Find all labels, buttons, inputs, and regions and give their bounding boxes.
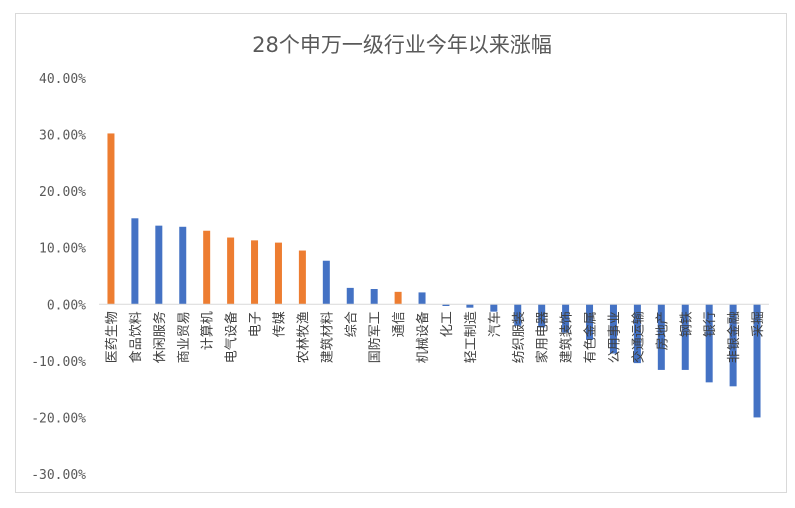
x-category-label: 计算机 [201,311,216,350]
bar [586,304,594,340]
bar [753,304,761,418]
bar [155,225,163,305]
bar [298,250,306,305]
bar [394,291,402,305]
bar [562,304,570,333]
x-axis-labels: 医药生物 食品饮料 休闲服务 商业贸易 计算机 电气设备 电子 传媒 农林牧渔 建筑材料 综合 国防军… [105,311,766,363]
x-category-label: 纺织服装 [512,311,527,363]
bar [107,133,115,305]
x-category-label: 化工 [440,311,455,337]
x-category-label: 汽车 [487,311,503,337]
bar [705,304,713,383]
x-category-label: 电子 [249,311,264,337]
x-category-label: 钢铁 [679,311,694,337]
bar [681,304,689,370]
x-category-label: 非银金融 [726,311,742,363]
x-category-label: 休闲服务 [152,311,168,363]
bar [131,218,139,305]
y-axis-ticks: 40.00% 30.00% 20.00% 10.00% 0.00% -10.00% -20.… [31,72,86,483]
x-category-label: 房地产 [654,311,670,350]
bar [466,304,474,308]
bars [107,133,761,418]
bar-chart: 28个申万一级行业今年以来涨幅 40.00% 30.00% 20.00% 10.00%… [31,33,769,483]
chart-frame: 28个申万一级行业今年以来涨幅 40.00% 30.00% 20.00% 10.00%… [15,13,787,493]
x-category-label: 通信 [392,311,407,337]
bar [633,304,641,364]
y-tick-label: -10.00% [31,355,86,370]
bar [657,304,665,370]
bar [538,304,546,328]
y-tick-label: -20.00% [31,411,86,426]
x-category-label: 交通运输 [630,311,646,363]
y-tick-label: 40.00% [39,72,86,87]
x-category-label: 商业贸易 [177,311,192,363]
y-tick-label: -30.00% [31,468,86,483]
x-category-label: 综合 [344,311,359,337]
x-category-label: 农林牧渔 [296,311,311,363]
bar [251,240,259,305]
bar [729,304,737,387]
x-category-label: 银行 [703,311,718,337]
y-tick-label: 20.00% [39,185,86,200]
bar [179,226,187,305]
bar [274,242,282,305]
x-category-label: 电气设备 [224,311,240,363]
y-tick-label: 10.00% [39,242,86,257]
x-category-label: 食品饮料 [128,311,144,363]
chart-title: 28个申万一级行业今年以来涨幅 [252,33,552,57]
x-category-label: 机械设备 [415,311,431,363]
x-category-label: 医药生物 [105,311,120,363]
x-category-label: 公用事业 [607,311,622,363]
bar [203,230,211,305]
x-category-label: 国防军工 [367,311,383,363]
bar [322,260,330,305]
bar [490,304,498,312]
bar [346,287,354,305]
x-category-label: 有色金属 [583,311,599,363]
x-category-label: 轻工制造 [464,311,479,363]
x-category-label: 建筑装饰 [559,311,575,363]
x-category-label: 采掘 [751,311,766,337]
bar [418,292,426,305]
bar [442,304,450,306]
bar [227,237,235,305]
x-category-label: 传媒 [272,311,287,337]
bar [514,304,522,326]
y-tick-label: 30.00% [39,129,86,144]
bar [370,289,378,305]
bar [609,304,617,354]
x-category-label: 家用电器 [535,311,551,363]
x-category-label: 建筑材料 [319,311,335,363]
y-tick-label: 0.00% [47,298,86,313]
